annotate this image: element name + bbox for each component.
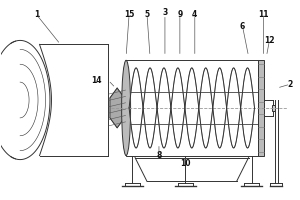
Text: 15: 15 <box>124 10 134 19</box>
Text: 2: 2 <box>288 80 293 89</box>
Text: 10: 10 <box>181 159 191 168</box>
Ellipse shape <box>122 60 130 156</box>
Text: 5: 5 <box>145 10 150 19</box>
Text: 1: 1 <box>34 10 39 19</box>
Text: 4: 4 <box>192 10 197 19</box>
Bar <box>257 60 264 156</box>
Text: 14: 14 <box>91 76 101 85</box>
Polygon shape <box>110 88 124 128</box>
Text: 9: 9 <box>177 10 182 19</box>
Text: 3: 3 <box>162 8 168 17</box>
Bar <box>272 105 275 111</box>
Text: 12: 12 <box>264 36 275 45</box>
Text: 6: 6 <box>240 22 245 31</box>
Bar <box>126 60 257 156</box>
Text: 11: 11 <box>258 10 269 19</box>
Text: 8: 8 <box>156 151 162 160</box>
